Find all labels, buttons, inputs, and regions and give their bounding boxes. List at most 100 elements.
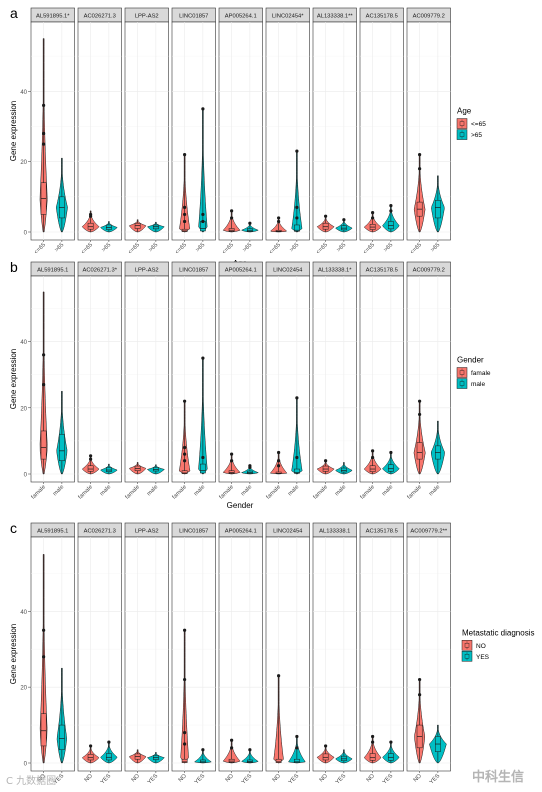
box-famale xyxy=(40,430,47,460)
outlier-point xyxy=(183,219,187,224)
box-YES xyxy=(106,753,112,761)
outlier-point xyxy=(418,412,422,417)
facet: AL591895.1 famale male xyxy=(30,261,75,501)
facet-panel xyxy=(124,536,169,772)
facet-panel xyxy=(30,536,75,772)
x-tick-label: >65 xyxy=(54,242,65,253)
outlier-point xyxy=(277,219,281,224)
outlier-point xyxy=(389,740,393,744)
outlier-point xyxy=(183,399,187,403)
outlier-point xyxy=(201,748,205,752)
x-tick-label: <=65 xyxy=(80,242,94,256)
x-tick-label: NO xyxy=(319,773,330,784)
outlier-point xyxy=(183,628,187,632)
facet-title: AC009779.2** xyxy=(410,529,447,535)
outlier-point xyxy=(183,205,187,209)
facet: AP005264.1 <=65 >65 xyxy=(218,7,263,256)
box->65 xyxy=(341,225,347,231)
box-male xyxy=(59,434,65,462)
x-tick-label: YES xyxy=(288,773,301,786)
facet-title: AC135178.5 xyxy=(366,268,398,274)
facet-title: AL591895.1 xyxy=(37,529,68,535)
facet-panel xyxy=(124,275,169,483)
box-<=65 xyxy=(87,222,94,230)
x-tick-label: >65 xyxy=(195,242,206,253)
facet: AC026271.3 <=65 >65 xyxy=(77,7,122,256)
outlier-point xyxy=(89,744,93,748)
facet: LPP-AS2 <=65 >65 xyxy=(124,7,169,256)
x-axis-title: Gender xyxy=(227,501,254,510)
legend-key-box xyxy=(464,654,470,659)
outlier-point xyxy=(183,742,187,746)
box->65 xyxy=(294,224,300,232)
x-tick-label: >65 xyxy=(383,242,394,253)
x-tick-label: <=65 xyxy=(315,242,329,256)
x-tick-label: YES xyxy=(147,773,160,786)
x-tick-label: famale xyxy=(406,484,423,501)
x-tick-label: NO xyxy=(225,773,236,784)
outlier-point xyxy=(183,445,187,450)
facet-panel xyxy=(312,275,357,483)
legend-entry-label: <=65 xyxy=(471,121,486,128)
outlier-point xyxy=(230,216,234,220)
facet-panel xyxy=(265,21,310,241)
facet: AC135178.5 famale male xyxy=(359,261,404,501)
outlier-point xyxy=(89,457,93,461)
facet-panel xyxy=(265,536,310,772)
x-tick-label: >65 xyxy=(430,242,441,253)
outlier-point xyxy=(201,212,205,217)
facet-panel xyxy=(406,275,451,483)
panel-label: c xyxy=(10,520,17,536)
facet: AL133338.1 NO YES xyxy=(312,522,357,786)
outlier-point xyxy=(183,459,187,463)
facet: AL133338.1* famale male xyxy=(312,261,357,501)
outlier-point xyxy=(183,153,187,157)
outlier-point xyxy=(201,356,205,360)
facet-panel xyxy=(171,21,216,241)
box->65 xyxy=(435,200,441,219)
x-tick-label: <=65 xyxy=(268,242,282,256)
outlier-point xyxy=(389,450,393,455)
box-<=65 xyxy=(228,228,235,232)
box-YES xyxy=(388,753,394,761)
facet-title: AP005264.1 xyxy=(225,268,257,274)
x-tick-label: YES xyxy=(382,773,395,786)
x-tick-label: <=65 xyxy=(221,242,235,256)
x-tick-label: NO xyxy=(272,773,283,784)
outlier-point xyxy=(418,399,422,403)
facet-panel xyxy=(359,21,404,241)
outlier-point xyxy=(42,131,46,136)
facet-title: LPP-AS2 xyxy=(135,268,159,274)
x-tick-label: famale xyxy=(312,484,329,501)
facet-title: LPP-AS2 xyxy=(135,14,159,20)
facet-title: AL133338.1 xyxy=(319,529,350,535)
x-tick-label: >65 xyxy=(148,242,159,253)
outlier-point xyxy=(371,455,375,460)
y-tick-label: 40 xyxy=(20,340,27,346)
facet-panel xyxy=(218,275,263,483)
facet-panel xyxy=(359,536,404,772)
x-tick-label: YES xyxy=(429,773,442,786)
facet-title: LINC02454* xyxy=(272,14,304,20)
legend-title: Metastatic diagnosis xyxy=(462,628,534,637)
facet-title: LPP-AS2 xyxy=(135,529,159,535)
facet-title: AC026271.3* xyxy=(83,268,118,274)
box-<=65 xyxy=(181,228,188,232)
watermark-left: C 九数据圈 xyxy=(6,776,57,787)
facet-title: LINC01857 xyxy=(179,268,208,274)
outlier-point xyxy=(418,677,422,682)
outlier-point xyxy=(248,221,252,225)
y-axis-label: Gene expression xyxy=(9,101,18,161)
box-famale xyxy=(181,470,188,474)
x-tick-label: male xyxy=(334,484,347,497)
facet-panel xyxy=(77,275,122,483)
panel-b: b Gene expression 0 20 40 AL591895.1 famale mal… xyxy=(9,259,491,510)
outlier-point xyxy=(230,452,234,456)
outlier-point xyxy=(230,746,234,750)
facet: LPP-AS2 NO YES xyxy=(124,522,169,786)
facet: LINC01857 <=65 >65 xyxy=(171,7,216,256)
facet: AP005264.1 NO YES xyxy=(218,522,263,786)
legend-key-box xyxy=(459,132,465,137)
outlier-point xyxy=(277,464,281,468)
